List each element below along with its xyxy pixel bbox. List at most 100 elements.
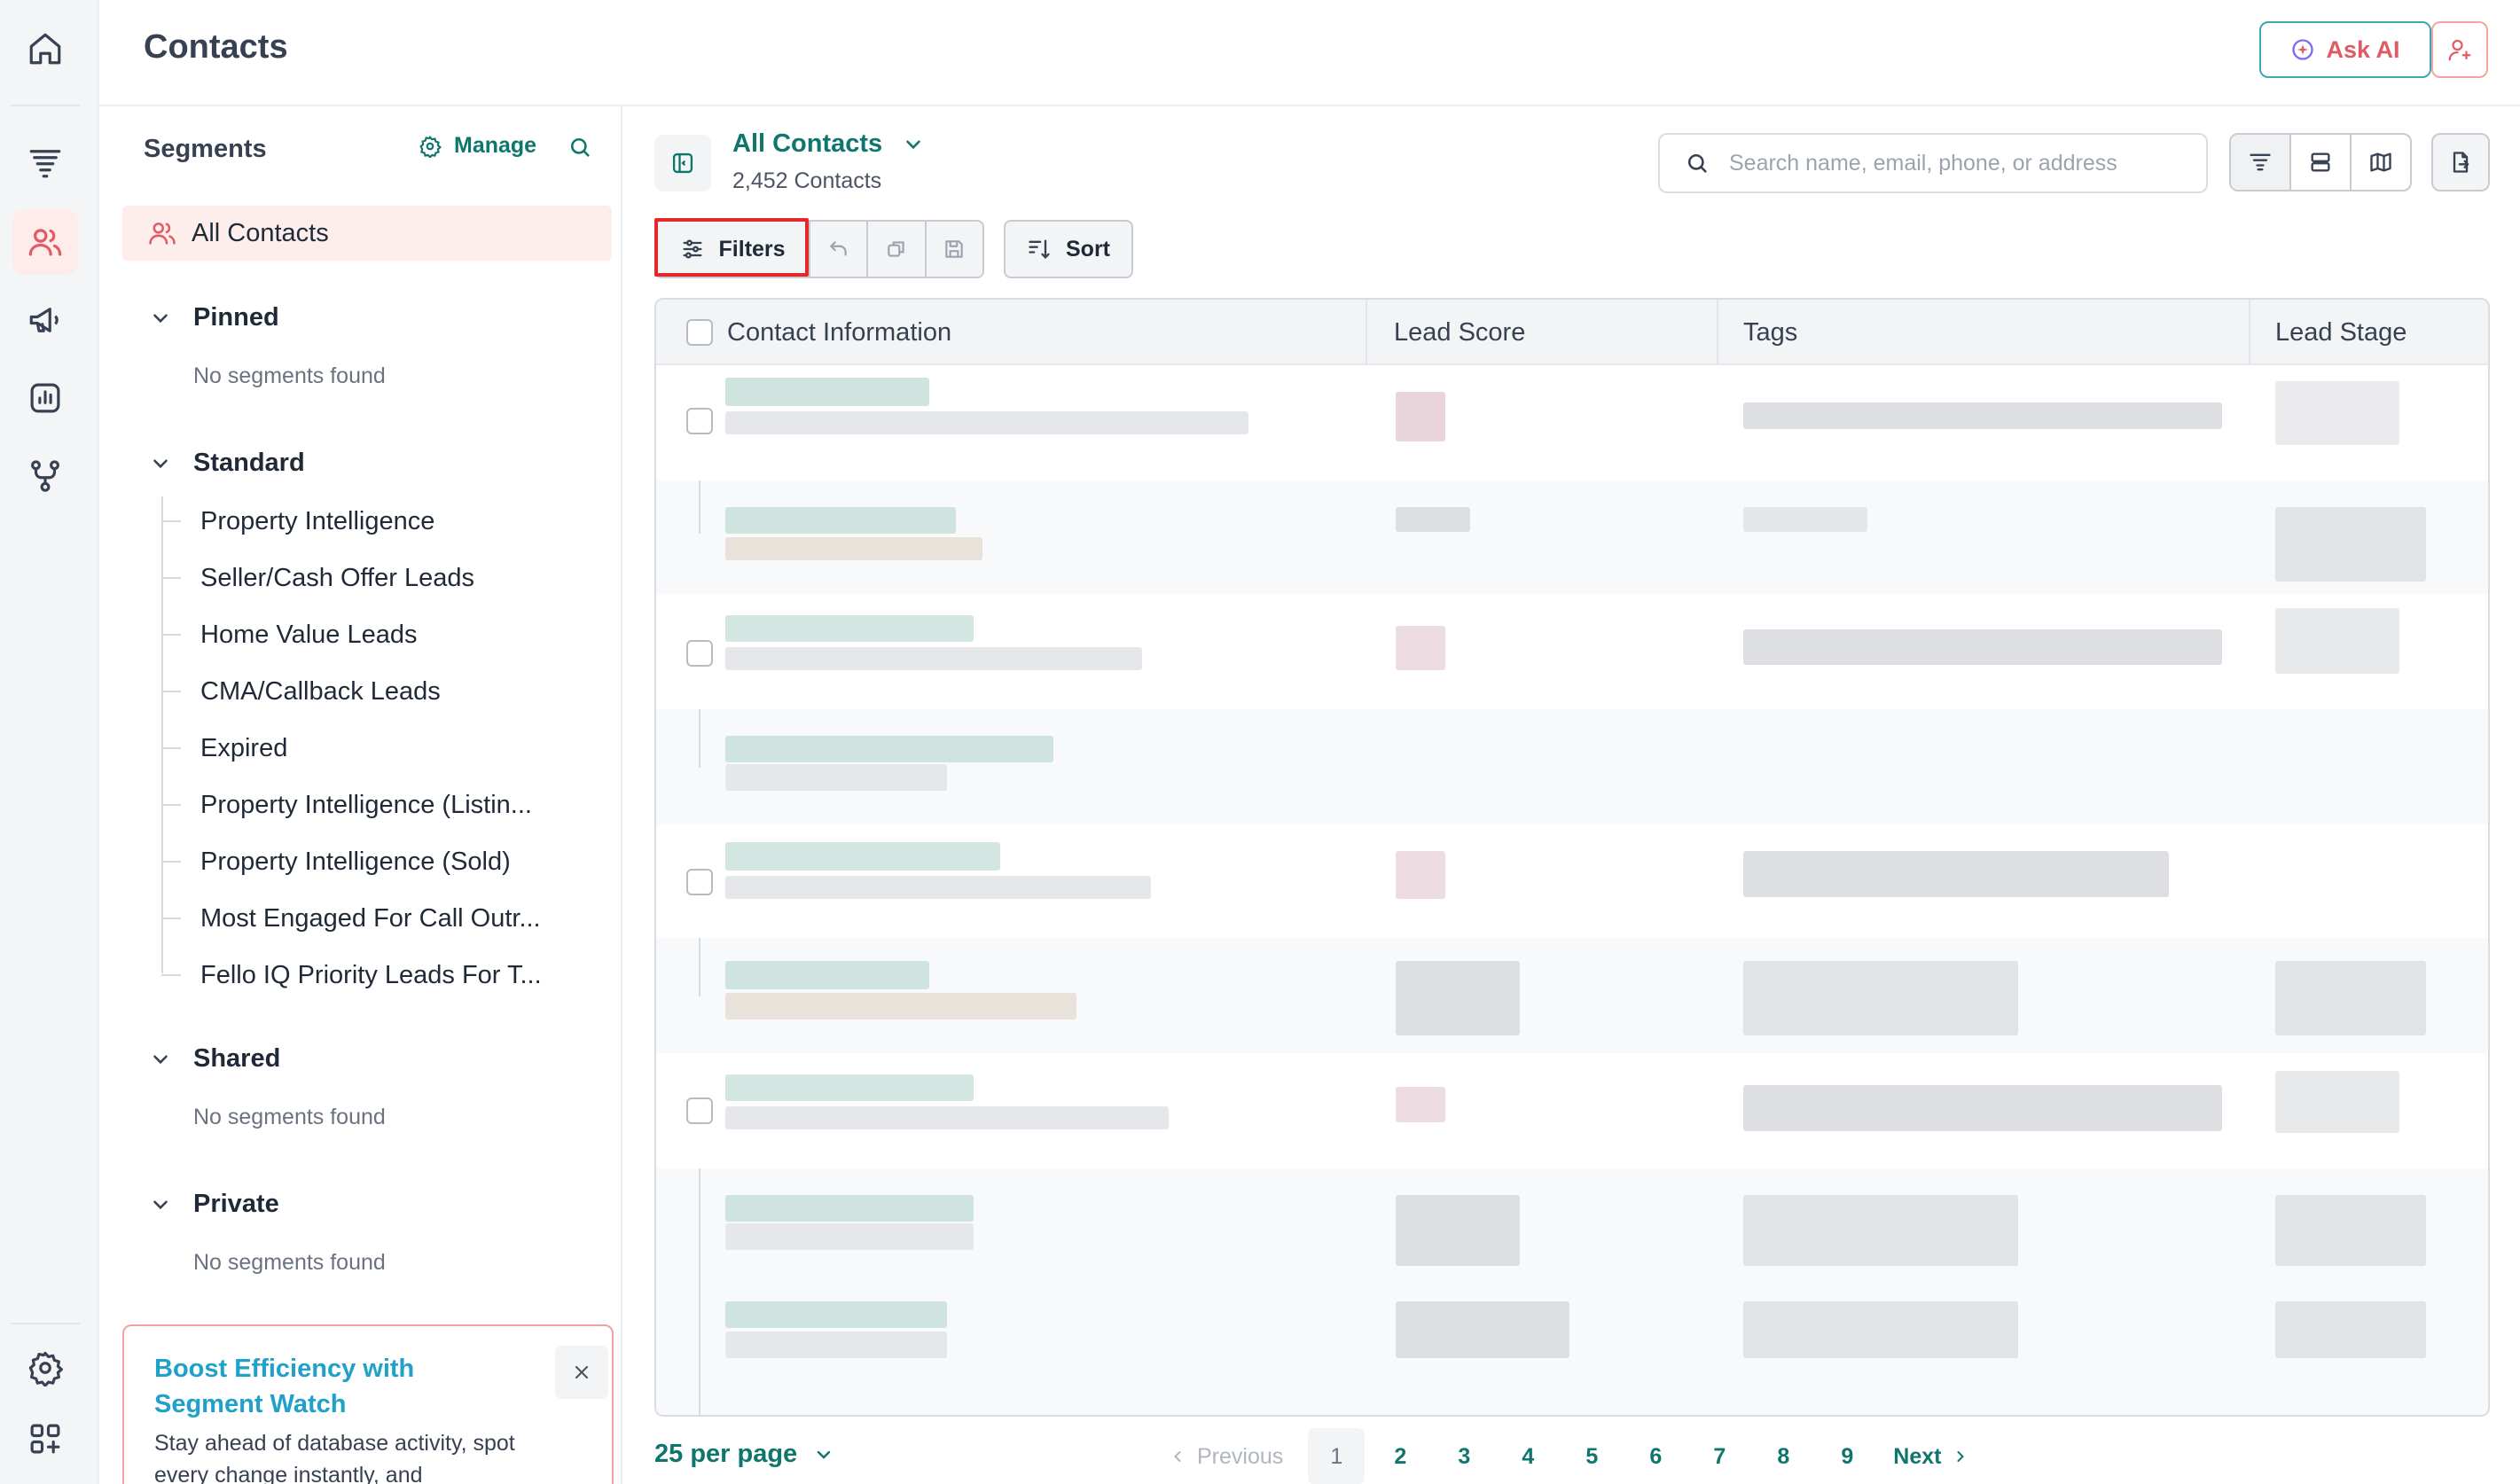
pagination: Previous 1 2 3 4 5 6 7 8 9 Next	[1151, 1427, 1987, 1484]
redacted-stage	[2275, 1071, 2399, 1133]
contacts-icon[interactable]	[12, 209, 78, 275]
chevron-down-icon	[153, 1199, 168, 1209]
col-tags[interactable]: Tags	[1743, 317, 1798, 347]
tree-line	[161, 496, 163, 973]
manage-segments-button[interactable]: Manage	[419, 133, 536, 159]
segment-item[interactable]: Property Intelligence (Sold)	[161, 844, 511, 879]
segment-item[interactable]: Home Value Leads	[161, 617, 418, 652]
redacted-score	[1396, 1301, 1569, 1358]
group-private[interactable]: Private	[149, 1190, 279, 1219]
table-row[interactable]	[656, 1284, 2488, 1415]
sort-button[interactable]: Sort	[1004, 220, 1133, 278]
export-icon	[2453, 152, 2469, 173]
redacted-score	[1396, 961, 1520, 1035]
redacted-tags	[1743, 1195, 2018, 1266]
redacted-stage	[2275, 608, 2399, 674]
redacted-score	[1396, 507, 1470, 532]
page-title: Contacts	[144, 28, 288, 66]
page-button[interactable]: 8	[1777, 1443, 1790, 1469]
close-promo-button[interactable]	[555, 1346, 608, 1399]
duplicate-button[interactable]	[866, 222, 925, 277]
redacted-stage	[2275, 1195, 2426, 1266]
group-pinned[interactable]: Pinned	[149, 303, 279, 332]
table-row[interactable]	[656, 938, 2488, 1053]
segment-item[interactable]: CMA/Callback Leads	[161, 674, 441, 709]
manage-label: Manage	[454, 133, 537, 158]
row-checkbox[interactable]	[686, 869, 713, 895]
page-button[interactable]: 5	[1585, 1443, 1599, 1469]
per-page-label: 25 per page	[654, 1440, 798, 1468]
per-page-select[interactable]: 25 per page	[654, 1440, 834, 1469]
segment-item[interactable]: Seller/Cash Offer Leads	[161, 560, 474, 596]
redacted-name	[725, 842, 1000, 871]
toggle-sidebar-button[interactable]	[654, 135, 711, 191]
contact-count: 2,452 Contacts	[732, 168, 882, 193]
apps-icon[interactable]	[12, 1406, 78, 1472]
row-checkbox[interactable]	[686, 1097, 713, 1124]
chevron-down-icon	[153, 313, 168, 323]
home-icon[interactable]	[12, 16, 78, 82]
undo-button[interactable]	[809, 222, 867, 277]
ask-ai-button[interactable]: Ask AI	[2259, 21, 2431, 78]
add-user-button[interactable]	[2431, 21, 2488, 78]
table-row[interactable]	[656, 709, 2488, 824]
page-button-current[interactable]: 1	[1308, 1428, 1366, 1484]
funnel-icon[interactable]	[12, 129, 78, 195]
segment-item[interactable]: Property Intelligence	[161, 504, 434, 539]
segment-all-contacts[interactable]: All Contacts	[122, 206, 612, 261]
page-button[interactable]: 9	[1841, 1443, 1854, 1469]
table-row[interactable]	[656, 1168, 2488, 1284]
group-standard[interactable]: Standard	[149, 449, 305, 478]
chevron-down-icon	[153, 1054, 168, 1064]
search-input[interactable]: Search name, email, phone, or address	[1658, 133, 2208, 193]
col-lead-stage[interactable]: Lead Stage	[2275, 317, 2407, 347]
table-header: Contact Information Lead Score Tags Lead…	[656, 300, 2488, 365]
page-button[interactable]: 3	[1458, 1443, 1471, 1469]
rail-divider	[11, 1323, 80, 1324]
segment-item[interactable]: Property Intelligence (Listin...	[161, 787, 532, 823]
export-button[interactable]	[2431, 133, 2490, 191]
sparkle-icon	[2290, 37, 2315, 62]
redacted-tags	[1743, 507, 1867, 532]
map-icon	[2370, 152, 2391, 172]
page-button[interactable]: 2	[1394, 1443, 1407, 1469]
col-lead-score[interactable]: Lead Score	[1394, 317, 1526, 347]
search-segments-icon[interactable]	[567, 135, 592, 160]
filters-label: Filters	[718, 236, 786, 262]
table-row[interactable]	[656, 1053, 2488, 1168]
row-checkbox[interactable]	[686, 640, 713, 667]
page-button[interactable]: 4	[1522, 1443, 1535, 1469]
table-row[interactable]	[656, 594, 2488, 709]
funnel-view-button[interactable]	[2231, 135, 2289, 190]
group-shared[interactable]: Shared	[149, 1044, 280, 1074]
megaphone-icon[interactable]	[12, 287, 78, 353]
analytics-icon[interactable]	[12, 365, 78, 431]
view-mode-toggle	[2229, 133, 2412, 191]
previous-page-button[interactable]: Previous	[1151, 1428, 1301, 1484]
select-all-checkbox[interactable]	[686, 300, 713, 365]
left-nav-rail	[0, 0, 99, 1484]
segment-item[interactable]: Fello IQ Priority Leads For T...	[161, 957, 542, 993]
settings-icon[interactable]	[12, 1335, 78, 1401]
contacts-icon	[149, 223, 176, 245]
next-page-button[interactable]: Next	[1882, 1428, 1980, 1484]
search-placeholder: Search name, email, phone, or address	[1729, 150, 2117, 176]
empty-note: No segments found	[193, 363, 386, 388]
view-selector[interactable]: All Contacts	[732, 129, 925, 159]
filters-button[interactable]: Filters	[656, 222, 810, 277]
redacted-tags	[1743, 851, 2169, 897]
map-view-button[interactable]	[2350, 135, 2410, 190]
redacted-score	[1396, 626, 1445, 670]
page-button[interactable]: 7	[1713, 1443, 1726, 1469]
row-checkbox[interactable]	[686, 408, 713, 434]
segment-item[interactable]: Most Engaged For Call Outr...	[161, 901, 541, 936]
table-row[interactable]	[656, 365, 2488, 480]
save-button[interactable]	[924, 222, 982, 277]
list-view-button[interactable]	[2289, 135, 2350, 190]
table-row[interactable]	[656, 480, 2488, 594]
segment-item[interactable]: Expired	[161, 730, 287, 766]
table-row[interactable]	[656, 824, 2488, 938]
page-button[interactable]: 6	[1649, 1443, 1663, 1469]
workflow-icon[interactable]	[12, 443, 78, 509]
col-contact-information[interactable]: Contact Information	[727, 317, 952, 347]
